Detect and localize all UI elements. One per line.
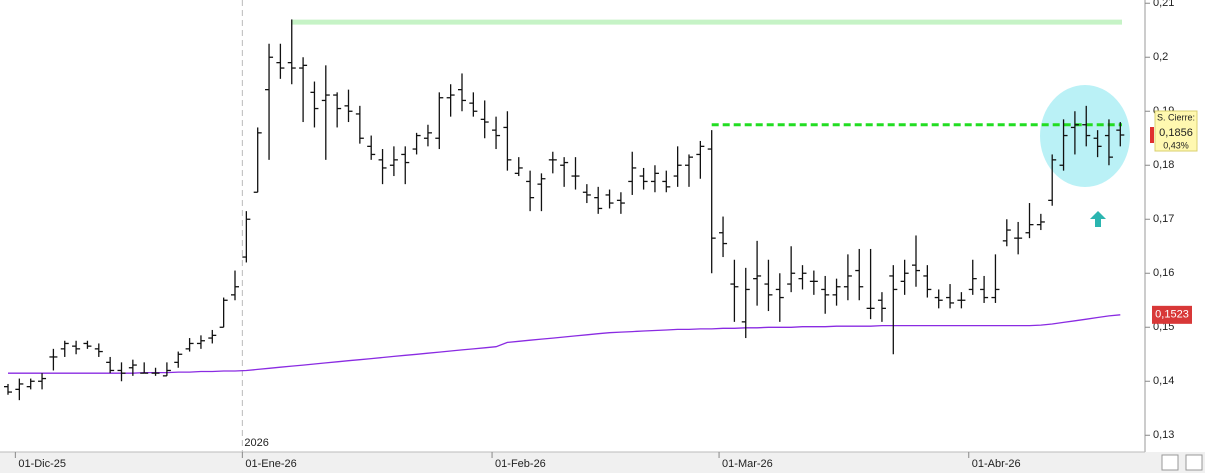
button[interactable] [1185, 454, 1203, 471]
y-tick-label: 0,17 [1153, 213, 1174, 225]
price-tag-change: 0,43% [1163, 140, 1189, 150]
price-tag-marker [1150, 127, 1154, 144]
ma-tag-label: 0,1523 [1155, 309, 1189, 321]
ma-tag [1152, 305, 1192, 324]
y-tick-label: 0,18 [1153, 159, 1174, 171]
button[interactable] [1161, 454, 1179, 471]
year-label: 2026 [244, 437, 268, 449]
y-tick-label: 0,13 [1153, 429, 1174, 441]
y-tick-label: 0,16 [1153, 267, 1174, 279]
highlight-ellipse [1040, 85, 1130, 187]
price-tag-title: S. Cierre: [1157, 112, 1195, 122]
y-tick-label: 0,2 [1153, 51, 1168, 63]
date-bar [0, 452, 1205, 473]
x-tick-label: 01-Dic-25 [18, 458, 66, 470]
y-tick-label: 0,21 [1153, 0, 1174, 9]
y-tick-label: 0,14 [1153, 375, 1174, 387]
up-arrow [1090, 211, 1106, 227]
price-tag-value: 0,1856 [1159, 127, 1193, 139]
y-tick-label: 0,15 [1153, 321, 1174, 333]
price-tag [1154, 110, 1198, 152]
x-tick-label: 01-Feb-26 [495, 458, 546, 470]
x-tick-label: 01-Ene-26 [245, 458, 296, 470]
x-tick-label: 01-Mar-26 [722, 458, 773, 470]
x-tick-label: 01-Abr-26 [972, 458, 1021, 470]
moving-average [8, 314, 1121, 374]
